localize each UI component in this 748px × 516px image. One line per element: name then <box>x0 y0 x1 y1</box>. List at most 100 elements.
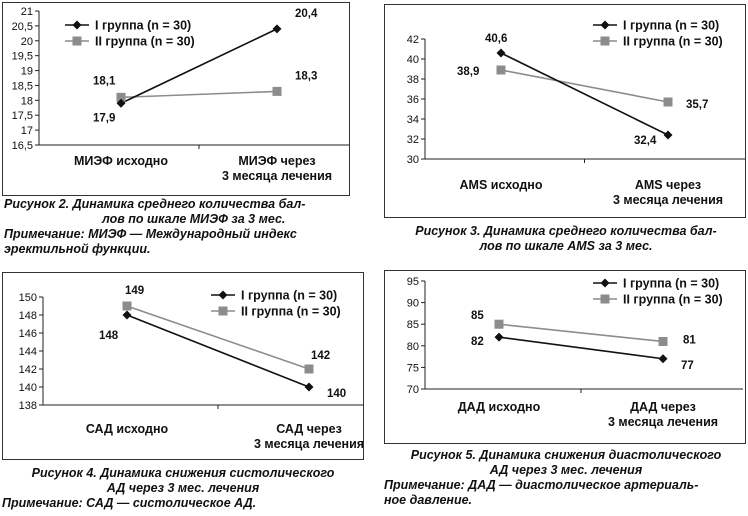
y-tick-label: 18,5 <box>12 80 33 92</box>
x-category-label: AMS через <box>635 178 701 192</box>
data-point <box>658 336 668 346</box>
y-tick-label: 19 <box>21 66 33 78</box>
x-category-label: 3 месяца лечения <box>608 415 718 429</box>
y-tick-label: 85 <box>407 319 419 331</box>
data-label: 38,9 <box>457 66 479 78</box>
y-tick-label: 90 <box>407 298 419 310</box>
series-line <box>120 90 278 99</box>
series-line <box>126 305 310 370</box>
series-line <box>126 314 310 388</box>
y-tick-label: 42 <box>407 34 419 46</box>
data-point <box>496 65 506 75</box>
legend-marker <box>600 36 610 46</box>
data-label: 40,6 <box>485 33 507 45</box>
figure-3-panel: 42 40 38 36 34 32 30 AMS исходно AMS через 3 меся… <box>384 4 746 218</box>
y-tick-label: 80 <box>407 341 419 353</box>
legend-entry: II группа (n = 30) <box>241 305 341 319</box>
x-category-label: 3 месяца лечения <box>254 437 363 451</box>
data-point <box>663 130 673 140</box>
data-point <box>663 97 673 107</box>
series-line <box>500 52 669 136</box>
figure-5-caption: Рисунок 5. Динамика снижения диастоличес… <box>384 448 748 508</box>
data-point <box>304 364 314 374</box>
data-point <box>494 319 504 329</box>
data-point <box>122 301 132 311</box>
y-tick-label: 140 <box>19 382 37 394</box>
y-tick-label: 16,5 <box>12 140 33 152</box>
y-tick-label: 19,5 <box>12 51 33 63</box>
y-tick-label: 144 <box>19 346 37 358</box>
legend-marker <box>72 20 82 30</box>
data-point <box>116 92 126 102</box>
data-label: 85 <box>471 310 484 322</box>
y-tick-label: 30 <box>407 154 419 166</box>
legend-marker <box>218 306 228 316</box>
legend-entry: I группа (n = 30) <box>95 19 191 33</box>
figure-2-note-line-2: эректильной функции. <box>4 242 151 256</box>
figure-5-note-line-2: ное давление. <box>384 493 473 507</box>
legend-entry: II группа (n = 30) <box>623 293 723 307</box>
figure-4-note-line-1: Примечание: САД — систолическое АД. <box>2 496 257 510</box>
data-point <box>272 86 282 96</box>
figure-5-caption-line-2: АД через 3 мес. лечения <box>489 463 643 477</box>
figure-4-caption-line-2: АД через 3 мес. лечения <box>106 481 260 495</box>
data-label: 18,1 <box>93 75 116 87</box>
figure-3-caption-line-1: Рисунок 3. Динамика среднего количества … <box>415 224 717 238</box>
legend-marker <box>600 20 610 30</box>
figure-4-caption-line-1: Рисунок 4. Динамика снижения систолическ… <box>31 466 335 480</box>
data-label: 35,7 <box>686 99 708 111</box>
data-label: 140 <box>327 388 346 400</box>
figure-3-caption: Рисунок 3. Динамика среднего количества … <box>386 224 746 254</box>
data-point <box>658 354 668 364</box>
data-label: 148 <box>99 330 119 342</box>
data-point <box>122 310 132 320</box>
series-line <box>120 28 278 105</box>
y-tick-label: 21 <box>21 6 33 18</box>
data-point <box>304 382 314 392</box>
x-category-label: AMS исходно <box>460 178 543 192</box>
y-tick-label: 75 <box>407 362 419 374</box>
y-tick-label: 138 <box>19 400 37 412</box>
x-category-label: САД исходно <box>86 422 169 436</box>
data-label: 17,9 <box>93 112 115 124</box>
y-tick-label: 17,5 <box>12 110 33 122</box>
data-point <box>494 332 504 342</box>
y-tick-label: 40 <box>407 54 419 66</box>
data-label: 20,4 <box>295 8 318 20</box>
data-point <box>272 24 282 34</box>
legend-entry: II группа (n = 30) <box>95 35 195 49</box>
data-label: 77 <box>681 360 694 372</box>
y-tick-label: 150 <box>19 292 37 304</box>
figure-4-caption: Рисунок 4. Динамика снижения систолическ… <box>2 466 364 511</box>
legend-marker <box>72 36 82 46</box>
legend-entry: I группа (n = 30) <box>241 289 337 303</box>
figure-2-caption: Рисунок 2. Динамика среднего количества … <box>4 197 354 257</box>
figure-2-chart: 21 20,5 20 19,5 19 18,5 18 17,5 17 16,5 МИЭФ исход… <box>12 6 349 183</box>
y-tick-label: 20 <box>21 36 33 48</box>
x-category-label: МИЭФ исходно <box>74 154 168 168</box>
data-label: 149 <box>125 285 144 297</box>
data-label: 142 <box>311 350 330 362</box>
legend-marker <box>218 290 228 300</box>
data-label: 32,4 <box>634 135 657 147</box>
legend-entry: II группа (n = 30) <box>623 35 723 49</box>
legend-marker <box>600 278 610 288</box>
figure-5-note-line-1: Примечание: ДАД — диастолическое артериа… <box>384 478 699 492</box>
y-tick-label: 148 <box>19 310 37 322</box>
series-line <box>498 323 664 343</box>
figure-4-chart: 150 148 146 144 142 140 138 САД исходно САД чере… <box>19 285 363 451</box>
figure-2-caption-line-1: Рисунок 2. Динамика среднего количества … <box>4 197 306 211</box>
x-category-label: 3 месяца лечения <box>613 193 723 207</box>
figure-2-note-line-1: Примечание: МИЭФ — Международный индекс <box>4 227 297 241</box>
data-label: 82 <box>471 336 484 348</box>
x-category-label: ДАД через <box>630 400 696 414</box>
y-tick-label: 20,5 <box>12 21 33 33</box>
x-category-label: САД через <box>276 422 342 436</box>
y-tick-label: 34 <box>407 114 419 126</box>
y-tick-label: 32 <box>407 134 419 146</box>
series-line <box>498 336 664 360</box>
y-tick-label: 70 <box>407 384 419 396</box>
y-tick-label: 95 <box>407 276 419 288</box>
data-label: 81 <box>683 334 696 346</box>
